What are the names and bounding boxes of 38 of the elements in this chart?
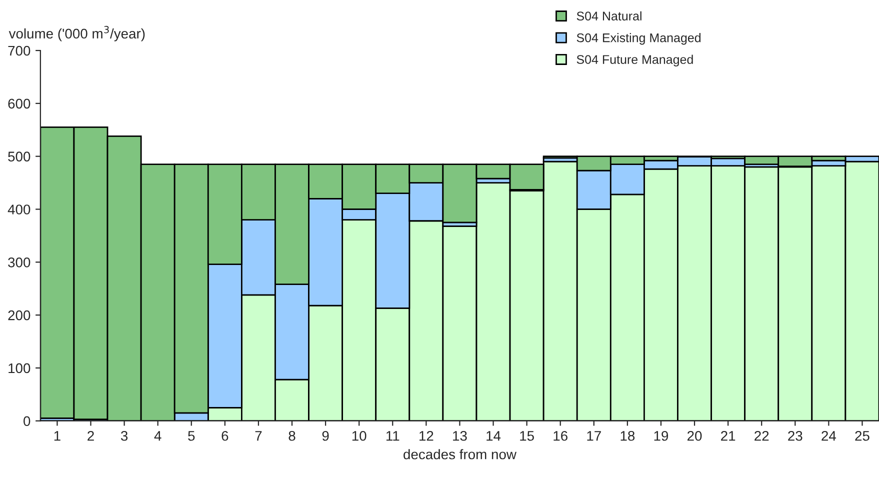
y-tick-label: 200 <box>8 310 30 320</box>
x-tick-label: 2 <box>88 430 94 441</box>
y-tick-label: 300 <box>8 257 30 268</box>
x-tick-label: 22 <box>754 430 769 441</box>
y-tick-label: 700 <box>8 46 30 56</box>
x-tick-label: 5 <box>188 431 195 441</box>
legend-label: S04 Natural <box>576 11 642 20</box>
x-tick-label: 3 <box>120 430 128 441</box>
y-tick-label: 0 <box>24 416 30 426</box>
legend-label: S04 Existing Managed <box>576 33 701 45</box>
x-tick-label: 14 <box>486 431 501 441</box>
y-tick-label: 500 <box>8 152 30 162</box>
x-tick-label: 19 <box>654 430 668 441</box>
x-tick-label: 20 <box>687 430 702 441</box>
x-axis-title: decades from now <box>404 449 516 460</box>
x-tick-label: 12 <box>420 430 434 441</box>
x-tick-label: 15 <box>520 431 534 441</box>
x-tick-label: 4 <box>154 431 162 441</box>
y-axis-title: volume ('000 m$^{3}$/year) <box>8 26 145 42</box>
y-tick-label: 600 <box>8 98 30 109</box>
x-tick-label: 9 <box>322 430 329 441</box>
x-tick-label: 10 <box>352 430 366 441</box>
x-tick-label: 24 <box>822 430 836 441</box>
legend-label: S04 Future Managed <box>576 54 693 66</box>
x-tick-label: 23 <box>788 430 802 441</box>
x-tick-label: 18 <box>620 430 635 441</box>
x-tick-label: 21 <box>721 430 736 441</box>
x-tick-label: 17 <box>587 431 601 441</box>
x-tick-label: 1 <box>54 431 60 441</box>
x-tick-label: 13 <box>453 430 467 441</box>
y-tick-label: 400 <box>8 204 30 214</box>
x-tick-label: 7 <box>255 431 262 441</box>
x-tick-label: 6 <box>222 430 228 441</box>
x-tick-label: 11 <box>386 431 400 441</box>
x-tick-label: 16 <box>554 430 568 441</box>
y-tick-label: 100 <box>8 363 30 374</box>
x-tick-label: 25 <box>855 430 870 441</box>
x-tick-label: 8 <box>288 430 296 441</box>
